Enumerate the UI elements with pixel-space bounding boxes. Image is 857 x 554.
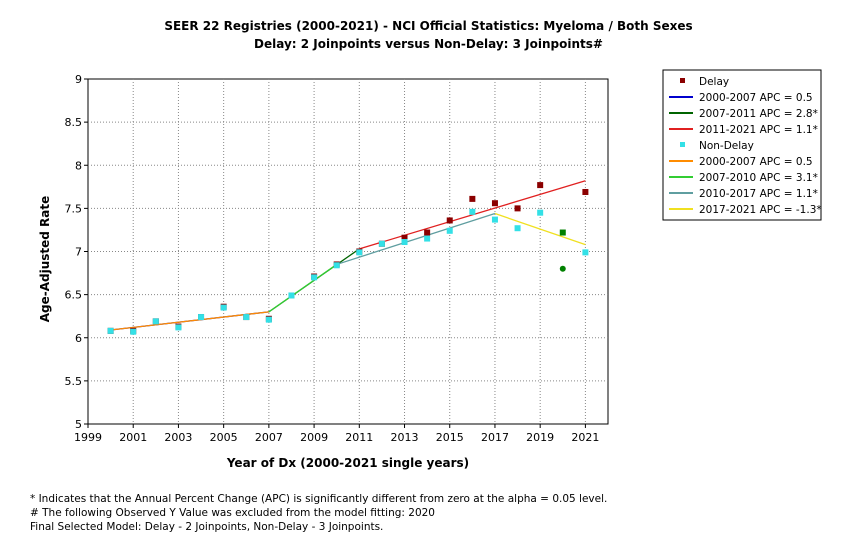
observed-point	[469, 208, 476, 215]
joinpoint-segment-line	[494, 212, 586, 246]
x-tick-label: 1999	[74, 431, 102, 444]
y-tick-label: 6	[75, 332, 82, 345]
observed-point	[582, 188, 589, 195]
footnote-significance: * Indicates that the Annual Percent Chan…	[30, 493, 608, 505]
y-tick-label: 8	[75, 159, 82, 172]
observed-point	[491, 216, 498, 223]
footnote-excluded: # The following Observed Y Value was exc…	[30, 507, 435, 519]
x-tick-label: 2009	[300, 431, 328, 444]
y-tick-label: 7	[75, 246, 82, 259]
chart-title: SEER 22 Registries (2000-2021) - NCI Off…	[164, 19, 693, 33]
observed-point	[559, 265, 566, 272]
y-tick-label: 9	[75, 73, 82, 86]
observed-point	[491, 200, 498, 207]
legend-label: Delay	[699, 76, 729, 88]
y-tick-label: 7.5	[65, 202, 83, 215]
grid-lines	[88, 79, 608, 424]
x-axis: 1999 2001 2003 2005 2007 2009 2011 2013 2015 2017…	[74, 424, 599, 444]
legend-box	[662, 69, 822, 221]
y-tick-label: 8.5	[65, 116, 83, 129]
joinpoint-segment-line	[336, 212, 496, 266]
observed-point	[446, 217, 453, 224]
observed-point	[265, 316, 272, 323]
observed-point	[424, 229, 431, 236]
y-tick-label: 5.5	[65, 375, 83, 388]
x-tick-label: 2007	[255, 431, 283, 444]
observed-point	[401, 234, 408, 241]
observed-point	[107, 327, 114, 334]
observed-point	[378, 240, 385, 247]
observed-point	[424, 235, 431, 242]
observed-point	[243, 314, 250, 321]
x-tick-label: 2015	[436, 431, 464, 444]
y-axis-title: Age-Adjusted Rate	[38, 195, 52, 323]
observed-point	[356, 249, 363, 256]
legend-marker	[680, 78, 685, 83]
observed-point	[559, 229, 566, 236]
x-tick-label: 2021	[571, 431, 599, 444]
legend-label: 2007-2011 APC = 2.8*	[699, 108, 818, 120]
observed-point	[175, 324, 182, 331]
observed-point	[514, 205, 521, 212]
legend-marker	[680, 142, 685, 147]
plot-area	[87, 78, 609, 425]
observed-point	[537, 182, 544, 189]
x-tick-label: 2017	[481, 431, 509, 444]
joinpoint-lines	[110, 180, 586, 331]
legend-label: 2007-2010 APC = 3.1*	[699, 172, 818, 184]
legend-label: 2017-2021 APC = -1.3*	[699, 204, 822, 216]
observed-point	[220, 304, 227, 311]
joinpoint-segment-line	[110, 311, 269, 331]
y-tick-label: 6.5	[65, 289, 83, 302]
observed-point	[198, 314, 205, 321]
legend: Delay 2000-2007 APC = 0.5 2007-2011 APC = …	[662, 69, 822, 221]
observed-point	[582, 249, 589, 256]
x-axis-title: Year of Dx (2000-2021 single years)	[226, 456, 470, 470]
observed-point	[333, 262, 340, 269]
y-tick-label: 5	[75, 418, 82, 431]
joinpoint-segment-line	[268, 263, 338, 313]
chart-canvas: 1999 2001 2003 2005 2007 2009 2011 2013 2015 2017…	[65, 69, 822, 444]
legend-label: 2000-2007 APC = 0.5	[699, 92, 813, 104]
joinpoint-segment-line	[359, 180, 586, 250]
observed-point	[537, 209, 544, 216]
observed-point	[514, 225, 521, 232]
legend-label: 2000-2007 APC = 0.5	[699, 156, 813, 168]
observed-point	[152, 318, 159, 325]
legend-label: Non-Delay	[699, 140, 754, 152]
observed-points	[107, 182, 589, 335]
x-tick-label: 2005	[210, 431, 238, 444]
observed-point	[469, 195, 476, 202]
observed-point	[288, 292, 295, 299]
observed-point	[130, 328, 137, 335]
x-tick-label: 2011	[345, 431, 373, 444]
x-tick-label: 2003	[164, 431, 192, 444]
observed-point	[446, 227, 453, 234]
x-tick-label: 2013	[391, 431, 419, 444]
x-tick-label: 2019	[526, 431, 554, 444]
chart-subtitle: Delay: 2 Joinpoints versus Non-Delay: 3 …	[254, 37, 603, 51]
observed-point	[401, 239, 408, 246]
observed-point	[311, 274, 318, 281]
footnote-model: Final Selected Model: Delay - 2 Joinpoin…	[30, 521, 384, 533]
legend-label: 2010-2017 APC = 1.1*	[699, 188, 818, 200]
legend-label: 2011-2021 APC = 1.1*	[699, 124, 818, 136]
x-tick-label: 2001	[119, 431, 147, 444]
y-axis: 5 5.5 6 6.5 7 7.5 8 8.5 9	[65, 73, 88, 431]
